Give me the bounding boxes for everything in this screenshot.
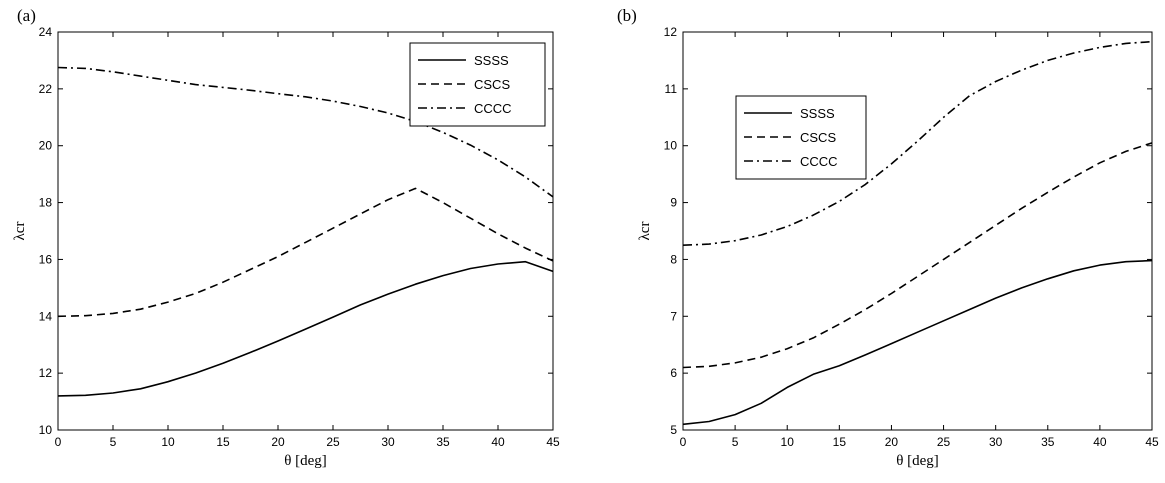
- x-tick-label: 40: [491, 435, 505, 449]
- x-axis-title: θ [deg]: [896, 453, 939, 469]
- legend-label-cccc: CCCC: [474, 101, 512, 116]
- x-tick-label: 25: [326, 435, 340, 449]
- legend-label-ssss: SSSS: [474, 53, 509, 68]
- x-tick-label: 45: [1145, 435, 1159, 449]
- y-tick-label: 16: [39, 252, 53, 266]
- legend: SSSS CSCS CCCC: [735, 95, 867, 180]
- panel-label-a: (a): [17, 6, 36, 25]
- series-line-cccc: [682, 40, 1153, 246]
- y-tick-label: 9: [670, 196, 677, 210]
- series-line-cscs: [682, 142, 1153, 369]
- y-axis-title: λcr: [12, 222, 28, 241]
- legend: SSSS CSCS CCCC: [409, 42, 546, 127]
- legend-label-cscs: CSCS: [474, 77, 510, 92]
- y-tick-label: 7: [670, 309, 677, 323]
- x-tick-label: 10: [781, 435, 795, 449]
- x-tick-label: 0: [680, 435, 687, 449]
- y-tick-label: 20: [39, 139, 53, 153]
- y-tick-label: 5: [670, 423, 677, 437]
- plot-area-frame: [682, 31, 1153, 431]
- x-tick-label: 25: [937, 435, 951, 449]
- x-tick-label: 5: [110, 435, 117, 449]
- legend-label-cccc: CCCC: [800, 154, 838, 169]
- chart-a: 0 5 10 15 20 25 30 35 40 45 10 12 14 16 18 20 22 24 θ [deg…: [12, 25, 560, 469]
- y-tick-label: 22: [39, 82, 53, 96]
- x-tick-label: 30: [989, 435, 1003, 449]
- x-tick-label: 35: [1041, 435, 1055, 449]
- x-tick-label: 35: [436, 435, 450, 449]
- plot-area-frame: [57, 31, 554, 431]
- x-tick-label: 15: [216, 435, 230, 449]
- x-tick-label: 45: [546, 435, 560, 449]
- y-tick-label: 12: [39, 366, 53, 380]
- y-tick-label: 11: [665, 82, 678, 96]
- y-tick-label: 24: [39, 25, 53, 39]
- y-tick-label: 10: [39, 423, 53, 437]
- legend-label-ssss: SSSS: [800, 106, 835, 121]
- x-tick-label: 20: [885, 435, 899, 449]
- x-tick-label: 30: [381, 435, 395, 449]
- y-tick-label: 12: [664, 25, 678, 39]
- x-tick-label: 40: [1093, 435, 1107, 449]
- x-tick-label: 0: [55, 435, 62, 449]
- y-tick-label: 6: [670, 366, 677, 380]
- panel-label-b: (b): [617, 6, 637, 25]
- series-line-ssss: [682, 259, 1153, 426]
- series-line-cccc: [57, 66, 554, 198]
- series-line-ssss: [57, 260, 554, 397]
- series-line-cscs: [57, 187, 554, 318]
- y-tick-label: 8: [670, 252, 677, 266]
- y-axis-title: λcr: [637, 222, 653, 241]
- x-tick-label: 5: [732, 435, 739, 449]
- x-axis-title: θ [deg]: [284, 453, 327, 469]
- legend-label-cscs: CSCS: [800, 130, 836, 145]
- y-tick-label: 10: [664, 139, 678, 153]
- x-tick-label: 15: [833, 435, 847, 449]
- y-tick-label: 14: [39, 309, 53, 323]
- x-tick-label: 20: [271, 435, 285, 449]
- y-tick-label: 18: [39, 196, 53, 210]
- x-tick-label: 10: [161, 435, 175, 449]
